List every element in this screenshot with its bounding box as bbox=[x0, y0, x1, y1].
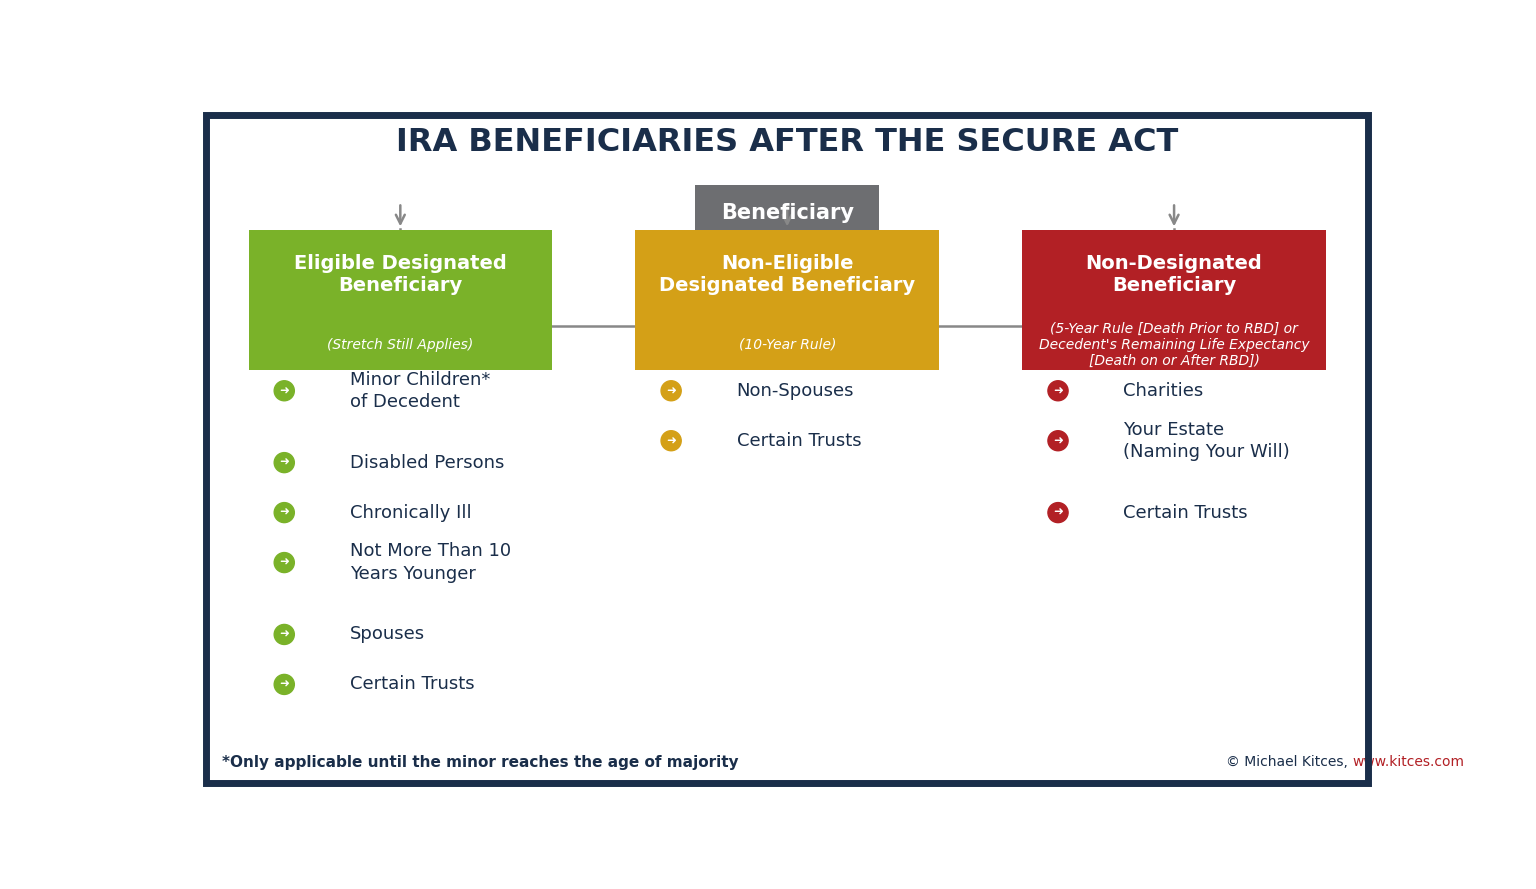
Ellipse shape bbox=[1048, 502, 1068, 523]
Text: Chronically Ill: Chronically Ill bbox=[350, 503, 472, 522]
Text: © Michael Kitces,: © Michael Kitces, bbox=[1226, 756, 1353, 770]
Text: ➜: ➜ bbox=[280, 384, 289, 397]
Text: Eligible Designated
Beneficiary: Eligible Designated Beneficiary bbox=[293, 254, 507, 295]
Ellipse shape bbox=[275, 675, 295, 694]
Ellipse shape bbox=[660, 380, 680, 401]
FancyBboxPatch shape bbox=[694, 185, 880, 241]
Text: ➜: ➜ bbox=[667, 384, 676, 397]
Text: Non-Spouses: Non-Spouses bbox=[737, 381, 854, 400]
Text: www.kitces.com: www.kitces.com bbox=[1353, 756, 1465, 770]
Text: Disabled Persons: Disabled Persons bbox=[350, 453, 504, 472]
Text: Certain Trusts: Certain Trusts bbox=[350, 676, 475, 693]
FancyBboxPatch shape bbox=[1023, 230, 1326, 370]
Text: ➜: ➜ bbox=[280, 557, 289, 569]
Text: ➜: ➜ bbox=[280, 628, 289, 641]
Ellipse shape bbox=[1048, 431, 1068, 451]
FancyBboxPatch shape bbox=[636, 230, 938, 370]
Text: *Only applicable until the minor reaches the age of majority: *Only applicable until the minor reaches… bbox=[221, 755, 739, 770]
Ellipse shape bbox=[660, 431, 680, 451]
Text: ➜: ➜ bbox=[1054, 506, 1063, 519]
Text: Beneficiary: Beneficiary bbox=[720, 203, 854, 223]
Text: ➜: ➜ bbox=[280, 678, 289, 691]
Text: Your Estate
(Naming Your Will): Your Estate (Naming Your Will) bbox=[1123, 420, 1290, 461]
Ellipse shape bbox=[1048, 380, 1068, 401]
Text: ➜: ➜ bbox=[667, 434, 676, 447]
Text: (10-Year Rule): (10-Year Rule) bbox=[739, 338, 836, 352]
Text: IRA BENEFICIARIES AFTER THE SECURE ACT: IRA BENEFICIARIES AFTER THE SECURE ACT bbox=[396, 127, 1178, 157]
Ellipse shape bbox=[275, 502, 295, 523]
Text: Certain Trusts: Certain Trusts bbox=[737, 432, 862, 450]
Text: ➜: ➜ bbox=[280, 456, 289, 469]
Text: (Stretch Still Applies): (Stretch Still Applies) bbox=[327, 338, 473, 352]
Ellipse shape bbox=[275, 380, 295, 401]
Ellipse shape bbox=[275, 553, 295, 573]
Text: Non-Designated
Beneficiary: Non-Designated Beneficiary bbox=[1086, 254, 1263, 295]
Text: Not More Than 10
Years Younger: Not More Than 10 Years Younger bbox=[350, 542, 511, 582]
Text: (5-Year Rule [Death Prior to RBD] or
Decedent's Remaining Life Expectancy
[Death: (5-Year Rule [Death Prior to RBD] or Dec… bbox=[1038, 322, 1309, 368]
FancyBboxPatch shape bbox=[249, 230, 551, 370]
Ellipse shape bbox=[275, 453, 295, 473]
Text: ➜: ➜ bbox=[1054, 384, 1063, 397]
Ellipse shape bbox=[275, 624, 295, 645]
Text: ➜: ➜ bbox=[280, 506, 289, 519]
Text: Non-Eligible
Designated Beneficiary: Non-Eligible Designated Beneficiary bbox=[659, 254, 915, 295]
Text: Minor Children*
of Decedent: Minor Children* of Decedent bbox=[350, 371, 490, 411]
Text: Spouses: Spouses bbox=[350, 626, 425, 644]
Text: Certain Trusts: Certain Trusts bbox=[1123, 503, 1249, 522]
Text: ➜: ➜ bbox=[1054, 434, 1063, 447]
Text: Charities: Charities bbox=[1123, 381, 1204, 400]
